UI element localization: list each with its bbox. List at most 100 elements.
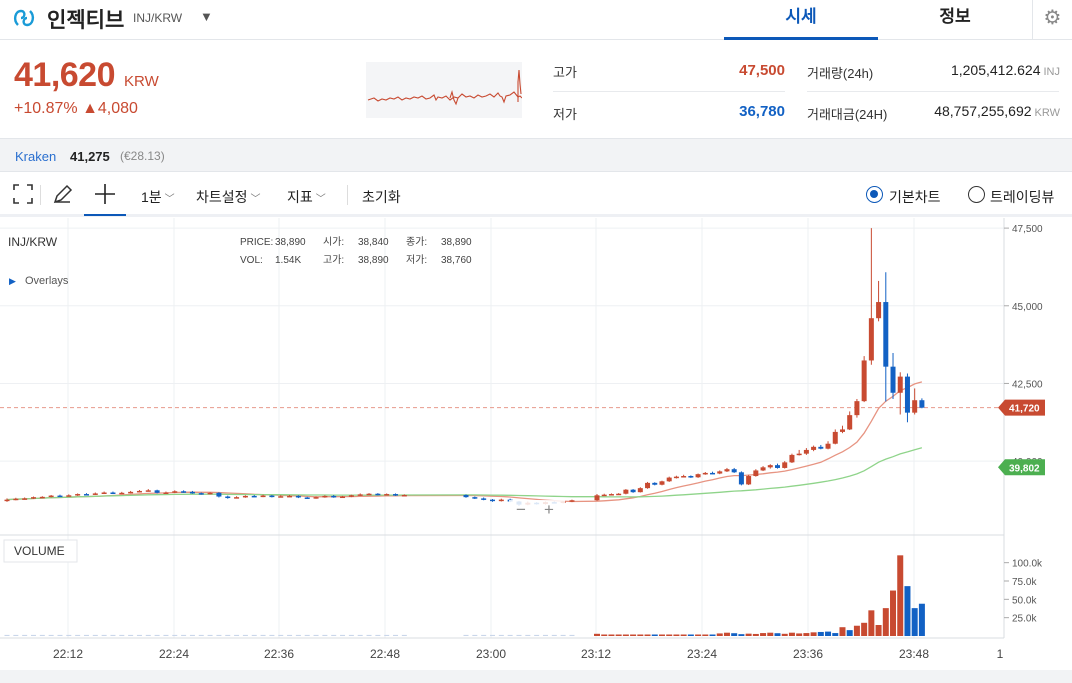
zoom-out-button[interactable]: − [516, 500, 526, 519]
basic-chart-label[interactable]: 기본차트 [889, 189, 941, 205]
legend-low-label: 저가: [406, 254, 427, 266]
candle-body [789, 454, 795, 463]
volume-bar [242, 634, 248, 636]
volume-bar [622, 634, 629, 636]
candle-body [569, 500, 575, 502]
overlays-toggle-icon[interactable]: ▶ [9, 276, 16, 286]
candle-body [322, 495, 328, 498]
x-tick-label: 23:12 [581, 647, 611, 661]
candle-body [128, 491, 134, 494]
volume-bar [269, 634, 275, 636]
tradingview-radio[interactable] [968, 186, 985, 203]
trade-value-24h: 48,757,255,692 KRW [870, 103, 1060, 119]
volume-bar [39, 634, 45, 636]
candle-body [331, 495, 337, 498]
coin-name: 인젝티브 [47, 9, 125, 32]
zoom-in-button[interactable]: + [544, 500, 554, 519]
volume-bar [918, 603, 925, 636]
price-currency: KRW [124, 73, 159, 90]
volume-bar [13, 634, 19, 636]
candle-body [717, 471, 723, 474]
candle-body [384, 494, 390, 496]
tab-price[interactable]: 시세 [724, 0, 878, 40]
volume-bar [542, 634, 548, 636]
volume-bar [723, 632, 730, 636]
candle-body [269, 495, 275, 498]
candle-body [154, 490, 160, 493]
coin-dropdown-caret-icon[interactable]: ▼ [200, 9, 213, 24]
volume-bar [594, 633, 600, 636]
basic-chart-radio[interactable] [866, 186, 883, 203]
crosshair-tool-selected[interactable] [84, 173, 126, 216]
x-tick-label: 22:12 [53, 647, 83, 661]
volume-bar [366, 634, 372, 636]
chart-settings-menu[interactable]: 차트설정 ﹀ [196, 187, 261, 207]
candle-body [278, 496, 284, 498]
interval-select[interactable]: 1분 ﹀ [141, 187, 175, 207]
fullscreen-icon[interactable] [10, 181, 36, 207]
candle-body [313, 497, 319, 499]
volume-bar [525, 634, 531, 636]
exchange-name-link[interactable]: Kraken [15, 149, 57, 164]
tradingview-label[interactable]: 트레이딩뷰 [990, 189, 1055, 205]
legend-high-label: 고가: [323, 254, 344, 266]
candle-body [13, 498, 19, 501]
candle-body [623, 489, 629, 494]
volume-bar [481, 634, 487, 636]
volume-bar [145, 634, 151, 636]
volume-bar [832, 633, 839, 636]
volume-bar [128, 634, 134, 636]
candle-body [630, 489, 636, 493]
price-change: +10.87% ▲4,080 [14, 100, 138, 118]
exchange-price: 41,275 [70, 149, 110, 164]
candle-body [904, 376, 910, 413]
volume-bar [75, 634, 81, 636]
candle-body [75, 494, 81, 496]
candle-body [39, 496, 45, 499]
volume-bar [507, 634, 513, 636]
candle-body [172, 491, 178, 493]
candle-body [304, 497, 310, 499]
volume-bar [154, 634, 160, 636]
volume-bar [695, 634, 702, 636]
volume-bar [348, 634, 354, 636]
candle-body [688, 476, 694, 478]
candle-body [489, 499, 495, 502]
volume-bar [48, 634, 54, 636]
volume-bar [680, 634, 687, 636]
bottom-scroll-strip[interactable] [0, 670, 1072, 683]
candle-body [594, 495, 600, 501]
candle-body [463, 494, 469, 498]
candle-body [393, 494, 399, 496]
x-tick-label: 23:48 [899, 647, 929, 661]
volume-bar [22, 634, 28, 636]
candle-body [673, 476, 679, 479]
candle-body [57, 495, 63, 498]
volume-bar [30, 634, 36, 636]
interval-label: 1분 [141, 189, 162, 205]
volume-bar [172, 634, 178, 636]
candle-body [498, 499, 504, 502]
candle-body [753, 470, 759, 477]
volume-bar [774, 633, 781, 636]
volume-bar [702, 634, 709, 636]
reset-button[interactable]: 초기화 [362, 189, 401, 205]
volume-bar [216, 634, 222, 636]
toolbar-separator [347, 185, 348, 205]
volume-24h: 1,205,412.624 INJ [880, 62, 1060, 78]
volume-bar [322, 634, 328, 636]
indicators-menu[interactable]: 지표 ﹀ [287, 187, 326, 207]
gear-icon[interactable]: ⚙ [1032, 0, 1072, 40]
volume-bar [498, 634, 504, 636]
tab-info[interactable]: 정보 [939, 7, 971, 26]
x-tick-label: 23:36 [793, 647, 823, 661]
pencil-icon[interactable] [50, 181, 76, 207]
overlays-toggle[interactable]: Overlays [25, 275, 69, 287]
volume-bar [393, 634, 399, 636]
volume-bar [57, 634, 63, 636]
candle-body [681, 476, 687, 478]
candle-body [775, 465, 780, 468]
volume-bar [630, 634, 637, 636]
volume-label-box [3, 539, 78, 563]
